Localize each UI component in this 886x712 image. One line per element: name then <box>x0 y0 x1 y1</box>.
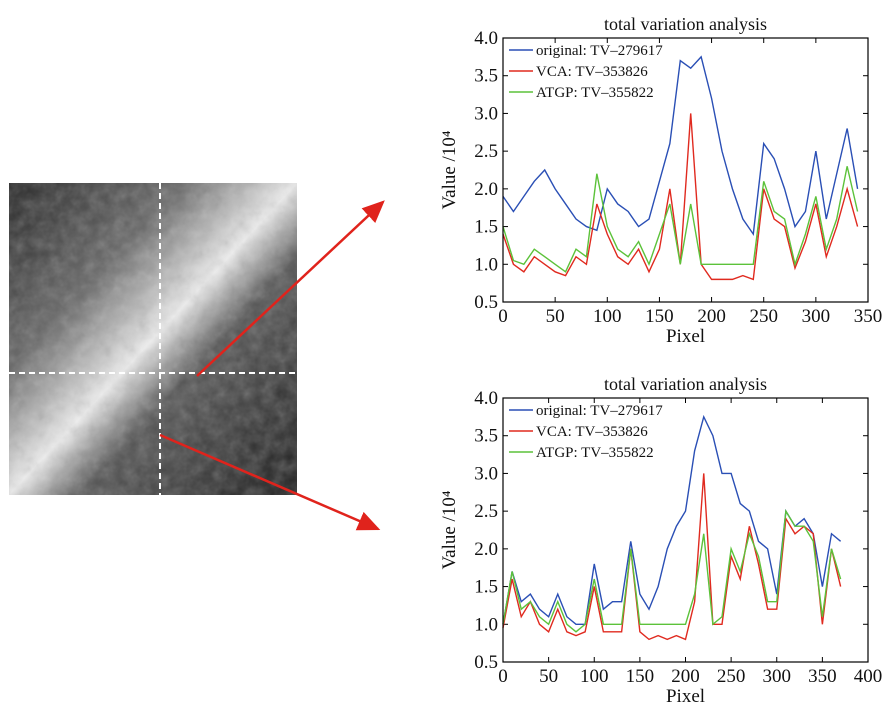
x-tick-label: 0 <box>498 306 508 327</box>
y-tick-label: 3.0 <box>474 103 498 124</box>
x-tick-label: 50 <box>539 666 558 687</box>
y-axis-label: Value /10⁴ <box>439 490 460 569</box>
y-tick-label: 2.0 <box>474 179 498 200</box>
x-tick-label: 300 <box>802 306 831 327</box>
x-tick-label: 400 <box>854 666 883 687</box>
y-tick-label: 2.5 <box>474 141 498 162</box>
y-tick-label: 1.5 <box>474 217 498 238</box>
chart: total variation analysis Pixel Value /10⁴ 0… <box>439 374 882 707</box>
chart-title: total variation analysis <box>604 374 767 394</box>
x-tick-label: 300 <box>763 666 792 687</box>
legend-label: original: TV–279617 <box>536 403 663 419</box>
y-tick-label: 0.5 <box>474 652 498 673</box>
arrow <box>159 433 381 531</box>
y-tick-label: 4.0 <box>474 28 498 49</box>
plot-frame <box>502 397 869 663</box>
line-series <box>502 508 842 633</box>
legend-label: ATGP: TV–355822 <box>536 445 654 461</box>
x-axis-label: Pixel <box>666 326 705 347</box>
legend-label: VCA: TV–353826 <box>536 64 648 80</box>
x-tick-label: 200 <box>671 666 700 687</box>
x-tick-label: 150 <box>645 306 674 327</box>
chart-title: total variation analysis <box>604 14 767 34</box>
x-tick-label: 250 <box>749 306 778 327</box>
y-tick-label: 3.5 <box>474 66 498 87</box>
legend-label: VCA: TV–353826 <box>536 424 648 440</box>
legend-label: original: TV–279617 <box>536 43 663 59</box>
y-axis-label: Value /10⁴ <box>439 130 460 209</box>
legend-label: ATGP: TV–355822 <box>536 85 654 101</box>
line-series <box>502 55 859 237</box>
x-tick-label: 150 <box>626 666 655 687</box>
satellite-image <box>9 183 297 495</box>
x-axis-label: Pixel <box>666 686 705 707</box>
x-tick-label: 250 <box>717 666 746 687</box>
y-tick-label: 0.5 <box>474 292 498 313</box>
arrow <box>196 200 385 377</box>
y-tick-label: 2.5 <box>474 501 498 522</box>
y-tick-label: 1.0 <box>474 614 498 635</box>
x-tick-label: 350 <box>808 666 837 687</box>
line-series <box>502 166 859 273</box>
y-tick-label: 1.0 <box>474 254 498 275</box>
line-series <box>502 113 859 281</box>
x-tick-label: 0 <box>498 666 508 687</box>
y-tick-label: 1.5 <box>474 577 498 598</box>
y-tick-label: 4.0 <box>474 388 498 409</box>
plot-frame <box>502 37 869 303</box>
x-tick-label: 100 <box>580 666 609 687</box>
y-tick-label: 3.5 <box>474 426 498 447</box>
x-tick-label: 350 <box>854 306 883 327</box>
x-tick-label: 100 <box>593 306 622 327</box>
x-tick-label: 200 <box>697 306 726 327</box>
x-tick-label: 50 <box>546 306 565 327</box>
y-tick-label: 2.0 <box>474 539 498 560</box>
y-tick-label: 3.0 <box>474 463 498 484</box>
chart: total variation analysis Pixel Value /10⁴ 0… <box>439 14 882 347</box>
line-series <box>502 473 842 641</box>
